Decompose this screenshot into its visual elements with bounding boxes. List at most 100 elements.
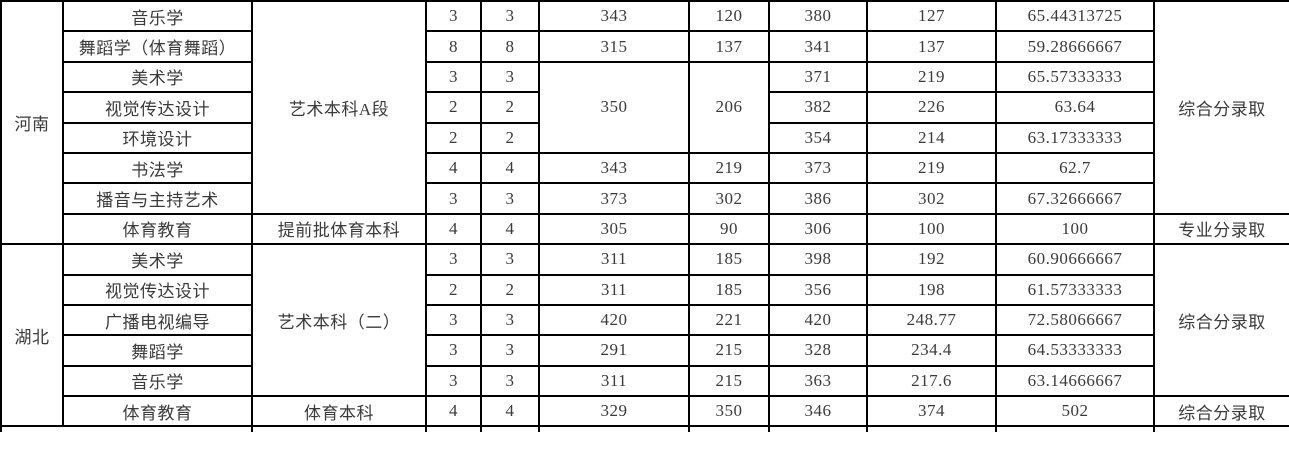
cell-value: 72.58066667 — [995, 303, 1155, 337]
cell-value: 137 — [866, 30, 997, 63]
cell-value: 373 — [768, 151, 868, 185]
cell-empty — [768, 425, 868, 433]
cell-value: 2 — [480, 91, 540, 124]
cell-value: 3 — [480, 303, 540, 337]
cell-value: 343 — [538, 0, 690, 33]
cell-value: 3 — [480, 60, 540, 94]
table-row: 视觉传达设计 2 2 382 226 63.64 — [1, 91, 1289, 124]
cell-value: 217.6 — [866, 364, 997, 398]
cell-value: 4 — [425, 151, 482, 185]
cell-value: 420 — [768, 303, 868, 337]
cell-empty — [688, 425, 770, 433]
cell-major: 美术学 — [62, 243, 253, 276]
cell-value: 291 — [538, 334, 690, 367]
cell-value: 329 — [538, 395, 690, 428]
cell-major: 视觉传达设计 — [62, 91, 253, 124]
cell-value: 65.44313725 — [995, 0, 1155, 33]
cell-value: 4 — [425, 212, 482, 246]
cell-value: 65.57333333 — [995, 60, 1155, 94]
cell-value: 63.64 — [995, 91, 1155, 124]
cell-value: 2 — [425, 91, 482, 124]
table-row: 环境设计 2 2 354 214 63.17333333 — [1, 121, 1289, 154]
cell-value: 3 — [425, 0, 482, 33]
cell-value: 3 — [425, 60, 482, 94]
cell-value: 219 — [688, 151, 770, 185]
cell-value: 328 — [768, 334, 868, 367]
cell-value: 3 — [425, 364, 482, 398]
cell-value: 3 — [480, 0, 540, 33]
cell-major: 音乐学 — [62, 364, 253, 398]
cell-admission-type: 专业分录取 — [1153, 212, 1289, 246]
cell-value: 354 — [768, 121, 868, 154]
cell-admission-type: 综合分录取 — [1153, 243, 1289, 398]
cell-batch: 艺术本科（二） — [251, 243, 427, 398]
cell-value: 502 — [995, 395, 1155, 428]
cell-major: 舞蹈学（体育舞蹈） — [62, 30, 253, 63]
cell-value: 4 — [480, 395, 540, 428]
cell-batch: 体育本科 — [251, 395, 427, 428]
cell-value: 2 — [425, 273, 482, 306]
cell-value: 62.7 — [995, 151, 1155, 185]
cell-value: 4 — [480, 212, 540, 246]
cell-value: 185 — [688, 273, 770, 306]
table-body: 河南 音乐学 艺术本科A段 3 3 343 120 380 127 65.44313725 综合分录… — [0, 0, 1289, 433]
cell-value: 311 — [538, 243, 690, 276]
cell-value: 363 — [768, 364, 868, 398]
cell-value: 215 — [688, 364, 770, 398]
cell-value: 3 — [425, 243, 482, 276]
table-row: 体育教育 体育本科 4 4 329 350 346 374 502 综合分录取 — [1, 395, 1289, 428]
cell-value: 8 — [425, 30, 482, 63]
cell-value: 3 — [480, 182, 540, 215]
cell-value: 219 — [866, 60, 997, 94]
cell-empty — [251, 425, 427, 433]
cell-major: 广播电视编导 — [62, 303, 253, 337]
cell-value: 127 — [866, 0, 997, 33]
cell-value: 192 — [866, 243, 997, 276]
table-row: 舞蹈学（体育舞蹈） 8 8 315 137 341 137 59.28666667 — [1, 30, 1289, 63]
admission-scores-table: 河南 音乐学 艺术本科A段 3 3 343 120 380 127 65.44313725 综合分录… — [0, 0, 1289, 433]
table-row: 广播电视编导 3 3 420 221 420 248.77 72.58066667 — [1, 303, 1289, 337]
cell-major: 体育教育 — [62, 395, 253, 428]
cell-empty — [538, 425, 690, 433]
cell-value: 382 — [768, 91, 868, 124]
cell-value: 64.53333333 — [995, 334, 1155, 367]
cell-value: 2 — [425, 121, 482, 154]
cell-value: 374 — [866, 395, 997, 428]
cell-value: 221 — [688, 303, 770, 337]
cell-value: 386 — [768, 182, 868, 215]
cell-value: 61.57333333 — [995, 273, 1155, 306]
cell-value: 185 — [688, 243, 770, 276]
cell-value: 3 — [425, 182, 482, 215]
cell-value: 3 — [425, 303, 482, 337]
cell-value: 100 — [995, 212, 1155, 246]
cell-batch: 艺术本科A段 — [251, 0, 427, 215]
cell-value: 59.28666667 — [995, 30, 1155, 63]
cell-value: 8 — [480, 30, 540, 63]
cell-value: 67.32666667 — [995, 182, 1155, 215]
table-row: 视觉传达设计 2 2 311 185 356 198 61.57333333 — [1, 273, 1289, 306]
cell-major: 舞蹈学 — [62, 334, 253, 367]
table-row: 舞蹈学 3 3 291 215 328 234.4 64.53333333 — [1, 334, 1289, 367]
cell-empty — [866, 425, 997, 433]
cell-admission-type: 综合分录取 — [1153, 395, 1289, 428]
table-row: 音乐学 3 3 311 215 363 217.6 63.14666667 — [1, 364, 1289, 398]
cell-major: 视觉传达设计 — [62, 273, 253, 306]
cell-major: 美术学 — [62, 60, 253, 94]
cell-value: 343 — [538, 151, 690, 185]
cell-empty — [1153, 425, 1289, 433]
cell-major: 播音与主持艺术 — [62, 182, 253, 215]
cell-value: 311 — [538, 364, 690, 398]
table-row: 播音与主持艺术 3 3 373 302 386 302 67.32666667 — [1, 182, 1289, 215]
cell-value: 120 — [688, 0, 770, 33]
table-row: 书法学 4 4 343 219 373 219 62.7 — [1, 151, 1289, 185]
cell-value: 206 — [688, 60, 770, 154]
table-row: 河南 音乐学 艺术本科A段 3 3 343 120 380 127 65.44313725 综合分录… — [0, 0, 1289, 246]
cell-value: 4 — [480, 151, 540, 185]
cell-empty — [995, 425, 1155, 433]
cell-empty — [0, 425, 253, 433]
table-row-cutoff — [0, 425, 1289, 433]
cell-value: 234.4 — [866, 334, 997, 367]
cell-major: 体育教育 — [62, 212, 253, 246]
cell-value: 3 — [480, 243, 540, 276]
